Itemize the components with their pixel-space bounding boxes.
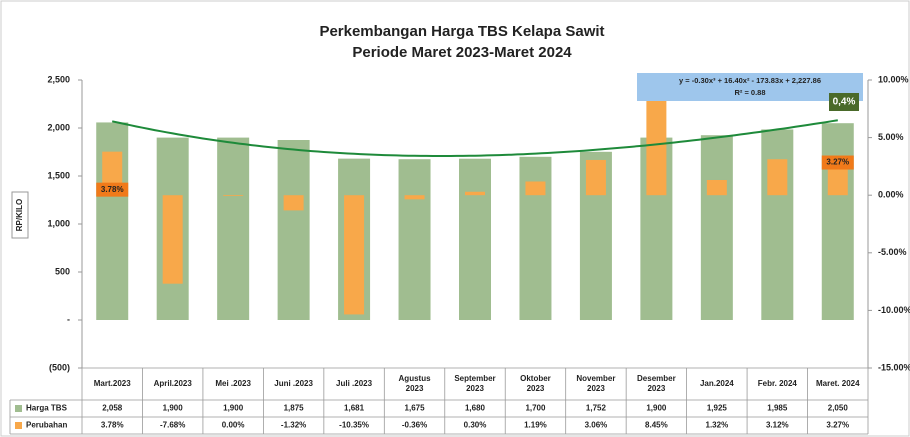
- table-cell: 2,050: [828, 404, 849, 413]
- table-cell: 1,900: [223, 404, 244, 413]
- table-cell: -1.32%: [281, 421, 306, 430]
- x-tick-label: Juli .2023: [336, 379, 373, 388]
- bar: [277, 140, 310, 320]
- x-tick-label: Oktober 2023: [520, 374, 551, 393]
- chart-title: Perkembangan Harga TBS Kelapa Sawit: [319, 23, 604, 40]
- table-cell: 0.30%: [464, 421, 487, 430]
- x-tick-label: April.2023: [154, 379, 193, 388]
- legend-label: Harga TBS: [26, 404, 68, 413]
- x-tick-label: Desember 2023: [637, 374, 676, 393]
- y-tick-label: 2,500: [47, 74, 70, 84]
- x-tick-label: Maret. 2024: [816, 379, 860, 388]
- table-cell: 1,985: [767, 404, 788, 413]
- table-cell: 1.32%: [706, 421, 729, 430]
- y2-tick-label: -10.00%: [878, 305, 910, 315]
- bar: [162, 195, 183, 284]
- bar: [459, 158, 491, 320]
- table-cell: 0.00%: [222, 421, 245, 430]
- bar: [223, 195, 244, 196]
- table-cell: 3.12%: [766, 421, 789, 430]
- y-label-box: [11, 191, 29, 239]
- bar: [585, 159, 606, 196]
- bar: [525, 181, 546, 196]
- bar: [465, 191, 485, 196]
- table-cell: 3.06%: [585, 421, 608, 430]
- x-tick-label: Febr. 2024: [758, 379, 798, 388]
- legend-swatch: [15, 422, 22, 429]
- annotation: 0,4%: [833, 97, 856, 108]
- bar: [344, 195, 365, 315]
- table-cell: 1.19%: [524, 421, 547, 430]
- table-cell: 1,900: [646, 404, 667, 413]
- table-cell: 1,675: [405, 404, 426, 413]
- legend-swatch: [15, 405, 22, 412]
- table-cell: -7.68%: [160, 421, 185, 430]
- x-tick-label: November 2023: [576, 374, 615, 393]
- y2-tick-label: 5.00%: [878, 132, 904, 142]
- equation: y = -0.30x³ + 16.40x² - 173.83x + 2,227.…: [679, 76, 821, 85]
- y2-tick-label: 10.00%: [878, 74, 909, 84]
- x-tick-label: Juni .2023: [274, 379, 313, 388]
- y-axis-label: RP/KILO: [15, 199, 24, 231]
- y-tick-label: 1,500: [47, 170, 70, 180]
- table-cell: -10.35%: [339, 421, 369, 430]
- legend-label: Perubahan: [26, 421, 67, 430]
- x-tick-label: Agustus 2023: [399, 374, 432, 393]
- table-cell: 1,900: [163, 404, 184, 413]
- table-cell: 2,058: [102, 404, 123, 413]
- y2-tick-label: -15.00%: [878, 362, 910, 372]
- equation-box: [637, 73, 863, 101]
- y-tick-label: 500: [55, 266, 70, 276]
- bar: [519, 156, 552, 320]
- bar: [706, 179, 727, 196]
- trendline: [111, 119, 838, 157]
- data-label: 3.27%: [826, 158, 849, 167]
- y-tick-label: 1,000: [47, 218, 70, 228]
- table-cell: -0.36%: [402, 421, 427, 430]
- x-tick-label: September 2023: [454, 374, 495, 393]
- r-squared: R² = 0.88: [734, 88, 765, 97]
- bar: [404, 195, 425, 200]
- bar: [700, 135, 733, 320]
- data-label-box: [96, 182, 129, 197]
- y2-tick-label: -5.00%: [878, 247, 907, 257]
- bar: [283, 195, 304, 211]
- y-tick-label: -: [67, 314, 70, 324]
- bar: [761, 129, 794, 320]
- x-tick-label: Mart.2023: [94, 379, 131, 388]
- y2-tick-label: 0.00%: [878, 190, 904, 200]
- x-tick-label: Mei .2023: [215, 379, 251, 388]
- table-cell: 1,700: [525, 404, 546, 413]
- table-cell: 3.78%: [101, 421, 124, 430]
- annotation-box: [829, 93, 859, 111]
- table-cell: 1,680: [465, 404, 486, 413]
- table-cell: 3.27%: [826, 421, 849, 430]
- chart-subtitle: Periode Maret 2023-Maret 2024: [352, 44, 572, 61]
- x-tick-label: Jan.2024: [700, 379, 734, 388]
- bar: [398, 159, 431, 320]
- bar: [821, 123, 854, 320]
- bar: [767, 159, 788, 196]
- y-tick-label: (500): [49, 362, 70, 372]
- bar: [646, 97, 667, 196]
- data-label: 3.78%: [101, 185, 124, 194]
- table-cell: 8.45%: [645, 421, 668, 430]
- table-cell: 1,681: [344, 404, 365, 413]
- table-cell: 1,752: [586, 404, 607, 413]
- table-cell: 1,925: [707, 404, 728, 413]
- y-tick-label: 2,000: [47, 122, 70, 132]
- table-cell: 1,875: [284, 404, 305, 413]
- bar: [217, 137, 250, 320]
- data-label-box: [821, 155, 854, 170]
